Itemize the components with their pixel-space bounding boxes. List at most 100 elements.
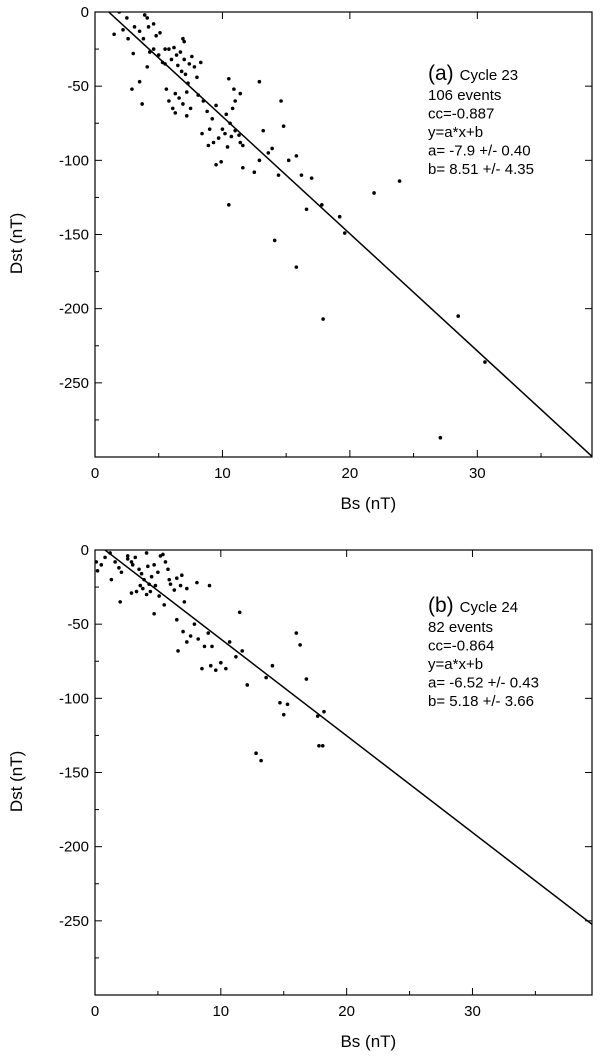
data-point <box>145 65 150 69</box>
data-point <box>233 99 237 103</box>
data-point <box>309 176 314 180</box>
data-point <box>178 583 183 588</box>
data-point <box>298 643 302 647</box>
data-point <box>207 583 212 588</box>
data-point <box>232 87 236 91</box>
data-point <box>281 712 286 717</box>
data-point <box>158 30 162 35</box>
data-point <box>161 552 165 557</box>
data-point <box>163 560 168 564</box>
data-point <box>220 127 225 131</box>
panel-annotation-header: (b) Cycle 24 <box>428 594 518 617</box>
panel-label: (b) <box>428 594 454 617</box>
data-point <box>234 655 238 659</box>
data-point <box>196 637 200 641</box>
data-point <box>103 555 107 560</box>
data-point <box>213 668 218 672</box>
data-point <box>174 617 179 622</box>
data-point <box>117 12 122 14</box>
data-point <box>121 28 125 32</box>
data-point <box>270 146 274 151</box>
data-point <box>190 54 194 59</box>
data-point <box>126 36 130 41</box>
data-point <box>176 649 180 653</box>
data-point <box>154 33 158 38</box>
data-point <box>113 560 117 564</box>
slope-label: a= -7.9 +/- 0.40 <box>428 143 531 160</box>
data-point <box>137 79 142 84</box>
data-point <box>207 127 212 131</box>
data-point <box>174 576 179 580</box>
data-point <box>152 611 156 616</box>
x-tick-label: 10 <box>212 1003 229 1020</box>
data-point <box>238 91 243 96</box>
y-tick-label: -200 <box>59 301 89 318</box>
data-point <box>208 663 213 668</box>
data-point <box>180 573 184 578</box>
x-tick-label: 20 <box>338 1003 355 1020</box>
cycle-label: Cycle 23 <box>460 67 518 84</box>
data-point <box>99 563 104 567</box>
data-point <box>185 586 189 591</box>
data-point <box>167 99 171 103</box>
data-point <box>240 649 245 653</box>
data-point <box>163 47 167 51</box>
data-point <box>294 154 299 158</box>
data-point <box>397 179 402 183</box>
data-point <box>132 25 137 29</box>
data-point <box>149 574 154 579</box>
data-point <box>151 22 156 26</box>
data-point <box>177 96 181 100</box>
data-point <box>192 622 197 626</box>
y-tick-label: -150 <box>59 227 89 244</box>
data-point <box>206 143 211 148</box>
data-point <box>133 555 138 560</box>
data-point <box>130 563 135 567</box>
data-point <box>279 99 283 103</box>
events-label: 82 events <box>428 619 493 636</box>
data-point <box>188 106 193 111</box>
data-point <box>456 314 460 318</box>
data-point <box>119 570 124 575</box>
data-point <box>245 683 250 687</box>
data-point <box>264 675 268 680</box>
data-point <box>108 551 112 555</box>
data-point <box>146 25 151 29</box>
y-tick-label: -50 <box>67 616 89 633</box>
data-point <box>112 32 116 37</box>
data-point <box>270 663 275 668</box>
data-point <box>144 592 149 597</box>
data-point <box>134 589 139 594</box>
data-point <box>130 87 134 91</box>
data-point <box>315 714 320 718</box>
data-point <box>320 203 324 207</box>
x-tick-label: 30 <box>464 1003 481 1020</box>
data-point <box>257 79 262 84</box>
data-point <box>285 702 290 707</box>
data-point <box>145 16 150 20</box>
data-point <box>210 117 215 121</box>
data-point <box>156 53 161 57</box>
data-point <box>276 173 281 177</box>
y-tick-label: -50 <box>67 78 89 95</box>
data-point <box>210 644 214 649</box>
data-point <box>182 39 187 44</box>
data-point <box>147 582 151 586</box>
data-point <box>178 50 183 54</box>
y-tick-label: -100 <box>59 690 89 707</box>
y-tick-label: 0 <box>81 4 89 21</box>
data-point <box>225 145 230 149</box>
data-point <box>196 93 201 97</box>
intercept-label: b= 5.18 +/- 3.66 <box>428 693 534 710</box>
data-point <box>195 580 199 585</box>
x-tick-label: 10 <box>214 465 231 482</box>
data-point <box>214 103 218 108</box>
data-point <box>151 47 156 51</box>
data-point <box>200 666 204 671</box>
data-point <box>228 121 232 126</box>
y-axis-title: Dst (nT) <box>7 213 26 274</box>
chart-panel-a: 0 10 20 30 0 -50 -100 -150 -200 -250 Bs (nT) Dst (n… <box>7 4 593 513</box>
x-axis-title: Bs (nT) <box>340 494 396 513</box>
data-point <box>170 106 175 111</box>
data-point <box>227 76 231 81</box>
